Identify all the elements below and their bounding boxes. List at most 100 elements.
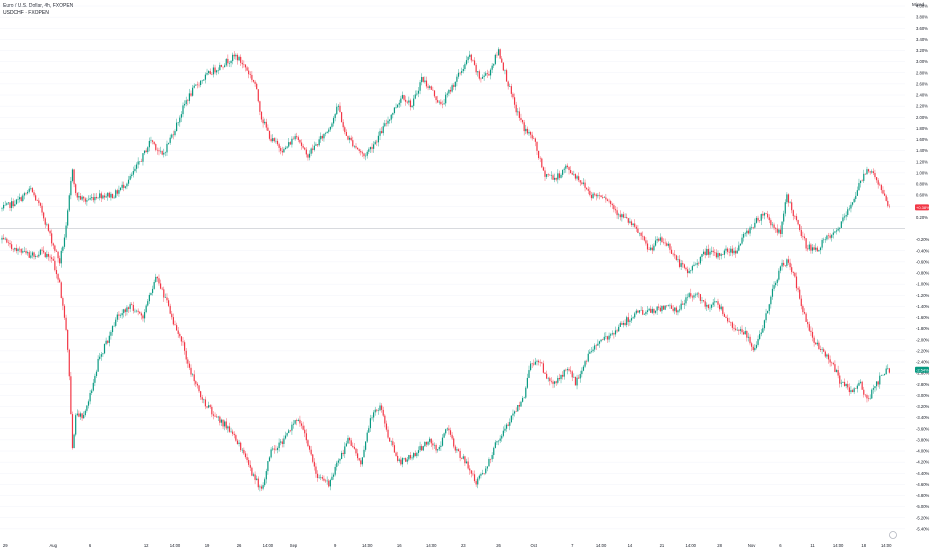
- candle-body: [235, 54, 237, 57]
- candle-body: [51, 233, 53, 244]
- y-tick-label: 2.60%: [916, 81, 928, 86]
- candle-body: [717, 301, 719, 305]
- candle-body: [453, 438, 455, 447]
- y-tick-label: 2.40%: [916, 93, 928, 98]
- candle-body: [518, 111, 520, 118]
- candle-body: [360, 150, 362, 153]
- candle-body: [392, 441, 394, 446]
- candle-body: [624, 217, 626, 218]
- candle-body: [417, 90, 420, 94]
- candle-body: [658, 306, 660, 308]
- candle-body: [196, 84, 199, 86]
- candle-body: [674, 254, 676, 256]
- candle-body: [501, 435, 503, 439]
- candle-body: [829, 359, 831, 363]
- candle-body: [323, 478, 325, 481]
- candle-body: [783, 262, 785, 266]
- candle-body: [294, 420, 296, 424]
- candle-body: [67, 329, 69, 350]
- candle-body: [208, 71, 210, 74]
- x-tick-label: 28: [717, 543, 722, 548]
- candle-body: [172, 317, 174, 325]
- candle-body: [592, 349, 594, 352]
- candle-body: [169, 305, 171, 314]
- candle-body: [683, 264, 685, 268]
- candle-body: [597, 343, 599, 346]
- x-tick-label: 23: [461, 543, 466, 548]
- candle-body: [768, 217, 770, 221]
- candle-body: [204, 399, 207, 407]
- candle-body: [818, 250, 820, 252]
- candle-body: [105, 196, 107, 198]
- candle-body: [54, 260, 56, 271]
- candle-body: [560, 174, 562, 178]
- candle-body: [280, 147, 282, 151]
- candle-body: [799, 289, 801, 299]
- candle-body: [616, 330, 618, 332]
- x-tick-label: 9: [334, 543, 337, 548]
- scale-mode-label[interactable]: Mixed: [911, 2, 924, 7]
- candle-body: [754, 347, 756, 351]
- candle-body: [376, 409, 378, 411]
- candle-body: [281, 441, 283, 444]
- candle-body: [787, 194, 790, 203]
- y-axis[interactable]: 4.00% 3.80% 3.60% 3.40% 3.20% 3.00% 2.80% 2.60%…: [916, 4, 930, 532]
- candle-body: [638, 310, 641, 313]
- candle-body: [198, 385, 200, 392]
- candle-body: [118, 190, 120, 194]
- candle-body: [751, 343, 753, 347]
- candle-body: [755, 217, 758, 223]
- candle-body: [315, 466, 317, 474]
- candle-body: [690, 293, 692, 297]
- candle-body: [606, 199, 609, 201]
- candle-body: [595, 194, 597, 197]
- candle-body: [433, 444, 436, 446]
- x-tick-label: 19: [205, 543, 210, 548]
- candle-body: [438, 446, 440, 450]
- candle-body: [76, 193, 78, 198]
- candle-body: [413, 98, 415, 106]
- candle-body: [847, 383, 849, 388]
- candle-body: [715, 252, 717, 258]
- candle-body: [246, 67, 248, 71]
- candle-body: [358, 149, 360, 151]
- candle-body: [759, 220, 761, 221]
- candle-body: [379, 131, 381, 136]
- candle-body: [31, 252, 34, 256]
- candle-body: [887, 368, 889, 369]
- candle-body: [640, 309, 642, 311]
- candle-body: [275, 449, 277, 451]
- candle-body: [699, 256, 701, 264]
- candle-body: [97, 358, 99, 372]
- chart-settings-icon[interactable]: [889, 531, 897, 539]
- candle-body: [627, 317, 629, 322]
- candle-body: [722, 306, 724, 314]
- candle-body: [432, 89, 434, 91]
- candle-body: [425, 80, 428, 87]
- candle-body: [848, 208, 850, 210]
- candle-body: [318, 139, 320, 146]
- candle-body: [746, 230, 748, 234]
- candle-body: [318, 477, 320, 479]
- candle-body: [533, 363, 535, 365]
- y-tick-label: -4.20%: [916, 460, 930, 465]
- candle-body: [462, 69, 464, 71]
- candle-body: [866, 169, 868, 175]
- candle-body: [677, 259, 679, 260]
- candle-body: [163, 289, 165, 298]
- candle-body: [714, 252, 716, 253]
- candle-body: [827, 354, 830, 360]
- candle-body: [473, 60, 476, 65]
- candle-body: [406, 459, 408, 462]
- x-axis[interactable]: 29 Aug 6 12 14:00 19 26 14:00 Sep 9 14:00 16 14:00 23…: [3, 543, 892, 548]
- candle-body: [347, 135, 349, 140]
- y-tick-label: -4.00%: [916, 449, 930, 454]
- legend-compare-symbol[interactable]: USDCHF · FXOPEN: [3, 10, 49, 16]
- candle-body: [515, 104, 517, 113]
- candle-body: [643, 236, 645, 241]
- candle-body: [605, 336, 607, 337]
- candle-body: [602, 339, 604, 341]
- candle-body: [340, 112, 343, 123]
- candle-body: [842, 217, 844, 222]
